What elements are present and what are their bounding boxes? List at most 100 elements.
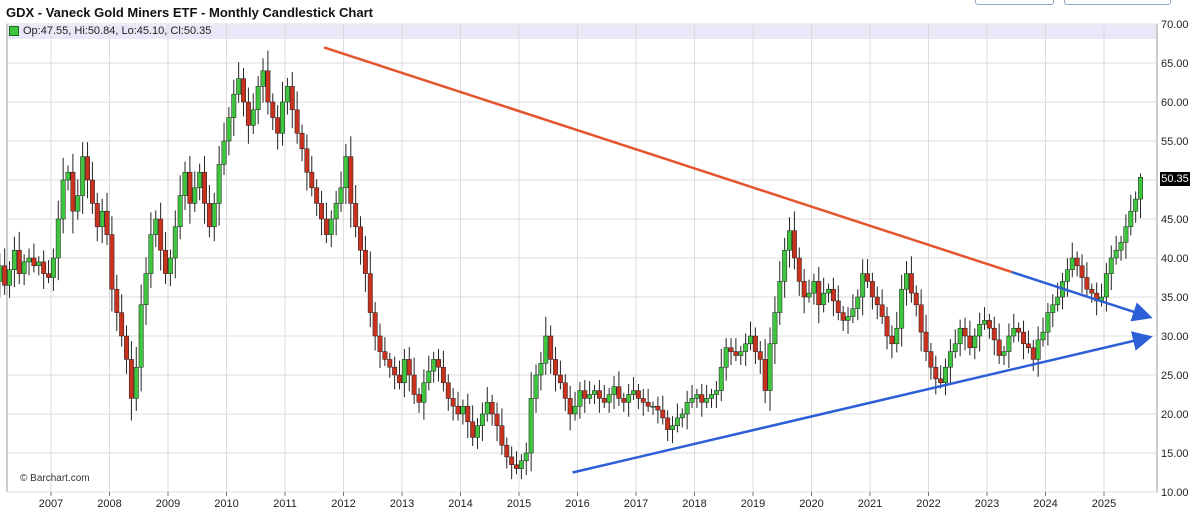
down-candle	[358, 226, 363, 251]
down-candle	[816, 281, 822, 306]
top-button-1[interactable]	[975, 0, 1054, 5]
down-candle	[387, 359, 393, 368]
down-candle	[791, 230, 797, 259]
up-candle	[250, 109, 256, 126]
up-candle	[343, 156, 349, 189]
up-candle	[713, 390, 719, 395]
up-candle	[1069, 257, 1075, 270]
down-candle	[114, 288, 120, 313]
up-candle	[743, 343, 749, 352]
up-candle	[626, 394, 632, 403]
x-tick-label: 2014	[448, 498, 472, 510]
down-candle	[46, 273, 51, 278]
up-candle	[192, 187, 198, 204]
top-button-2[interactable]	[1064, 0, 1171, 5]
up-candle	[943, 366, 948, 384]
up-candle	[860, 273, 866, 298]
down-candle	[621, 398, 627, 403]
barchart-credit: © Barchart.com	[20, 473, 90, 484]
up-candle	[1006, 335, 1012, 352]
down-candle	[655, 405, 661, 411]
up-candle	[689, 398, 695, 403]
up-candle	[718, 366, 724, 391]
up-candle	[952, 343, 958, 352]
up-candle	[523, 452, 529, 462]
up-candle	[782, 249, 788, 282]
down-candle	[41, 261, 47, 274]
up-candle	[1103, 273, 1109, 298]
up-candle	[538, 363, 544, 376]
down-candle	[601, 398, 607, 403]
up-candle	[684, 402, 690, 415]
down-candle	[319, 203, 324, 220]
up-candle	[1055, 296, 1061, 306]
down-candle	[889, 335, 895, 345]
up-candle	[75, 195, 81, 212]
y-tick-label: 45.00	[1161, 214, 1189, 226]
down-candle	[406, 359, 412, 376]
down-candle	[411, 374, 417, 395]
up-candle	[977, 324, 983, 337]
up-candle	[260, 70, 266, 87]
down-candle	[996, 339, 1002, 356]
down-candle	[265, 70, 271, 103]
x-tick-label: 2008	[97, 498, 121, 510]
up-candle	[284, 86, 290, 103]
up-candle	[338, 187, 344, 204]
up-candle	[484, 402, 490, 415]
up-candle	[650, 405, 656, 408]
down-candle	[865, 273, 870, 282]
down-candle	[879, 304, 885, 317]
up-candle	[670, 425, 675, 430]
down-candle	[991, 327, 997, 341]
down-candle	[660, 409, 666, 419]
down-candle	[89, 179, 95, 204]
down-candle	[923, 331, 929, 352]
up-candle	[431, 359, 437, 372]
up-candle	[11, 249, 17, 270]
up-candle	[167, 257, 173, 274]
up-candle	[1123, 226, 1129, 243]
x-tick-label: 2021	[858, 498, 882, 510]
up-candle	[894, 327, 900, 345]
up-candle	[1118, 242, 1124, 251]
x-tick-label: 2012	[331, 498, 355, 510]
down-candle	[299, 132, 305, 150]
down-candle	[548, 335, 554, 360]
up-candle	[1113, 249, 1119, 259]
down-candle	[514, 464, 519, 469]
up-candle	[65, 171, 71, 181]
up-candle	[226, 117, 232, 142]
up-candle	[231, 93, 237, 118]
down-candle	[962, 327, 968, 337]
down-candle	[372, 312, 378, 337]
down-candle	[289, 86, 295, 111]
up-candle	[1133, 198, 1139, 212]
up-candle	[216, 164, 222, 204]
down-candle	[367, 273, 373, 313]
down-candle	[835, 300, 841, 313]
up-candle	[460, 405, 466, 415]
y-tick-label: 15.00	[1161, 448, 1189, 460]
x-tick-label: 2017	[624, 498, 648, 510]
x-tick-label: 2015	[507, 498, 531, 510]
down-candle	[665, 417, 671, 430]
down-candle	[640, 398, 646, 403]
down-candle	[382, 351, 388, 360]
down-candle	[874, 296, 880, 306]
support-trendline	[572, 331, 1153, 474]
up-candle	[1128, 210, 1134, 228]
up-candle	[679, 413, 685, 419]
down-candle	[275, 117, 281, 134]
down-candle	[1030, 347, 1036, 360]
last-price-tag: 50.35	[1160, 172, 1190, 186]
up-candle	[806, 292, 812, 298]
down-candle	[94, 203, 100, 228]
down-candle	[986, 320, 992, 329]
y-tick-label: 35.00	[1161, 292, 1189, 304]
up-candle	[36, 261, 42, 267]
x-tick-label: 2024	[1033, 498, 1057, 510]
x-tick-label: 2007	[39, 498, 63, 510]
down-candle	[377, 335, 383, 352]
up-candle	[850, 308, 856, 317]
